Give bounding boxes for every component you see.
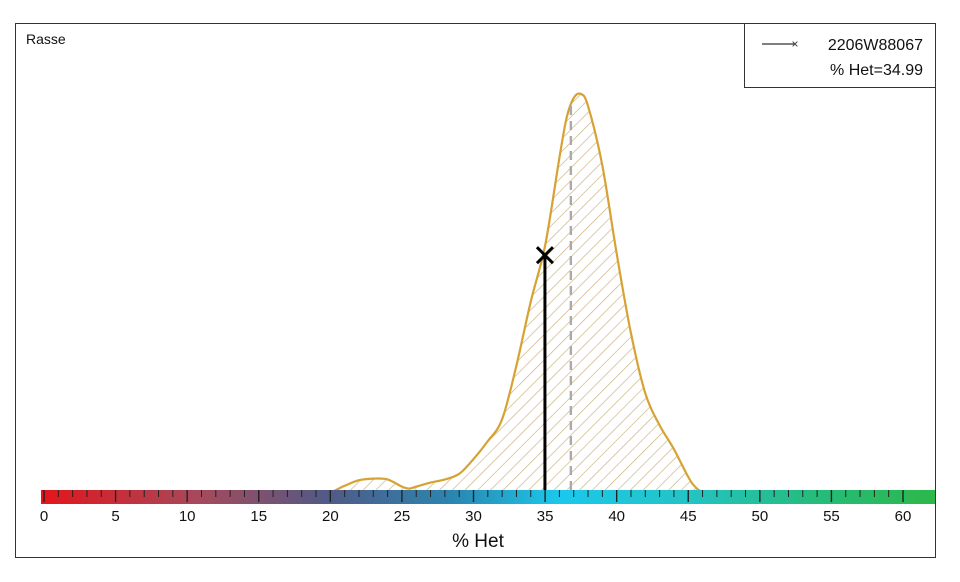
- x-tick-label: 45: [680, 508, 697, 525]
- density-area: [330, 93, 717, 494]
- density-group: [329, 92, 717, 495]
- legend-cross-icon: ×: [791, 37, 798, 51]
- legend-marker-label: 2206W88067: [828, 37, 923, 54]
- chart-title: Rasse: [26, 31, 66, 47]
- x-tick-label: 25: [394, 508, 411, 525]
- x-tick-label: 5: [111, 508, 119, 525]
- legend: × 2206W88067 % Het=34.99: [744, 23, 936, 88]
- x-tick-label: 30: [465, 508, 482, 525]
- x-axis: 0 5 10 15 20 25 30 35 40 45 50 55 60: [40, 490, 935, 525]
- x-tick-label: 40: [608, 508, 625, 525]
- marker-cross: [535, 246, 555, 265]
- x-tick-label: 10: [179, 508, 196, 525]
- x-tick-label: 35: [537, 508, 554, 525]
- x-tick-label: 60: [895, 508, 912, 525]
- x-tick-label: 15: [250, 508, 267, 525]
- x-tick-label: 50: [751, 508, 768, 525]
- x-tick-label: 20: [322, 508, 339, 525]
- x-axis-label: % Het: [452, 531, 504, 552]
- legend-marker-value: % Het=34.99: [830, 62, 923, 79]
- legend-box: [744, 23, 936, 88]
- x-tick-label: 0: [40, 508, 48, 525]
- x-tick-label: 55: [823, 508, 840, 525]
